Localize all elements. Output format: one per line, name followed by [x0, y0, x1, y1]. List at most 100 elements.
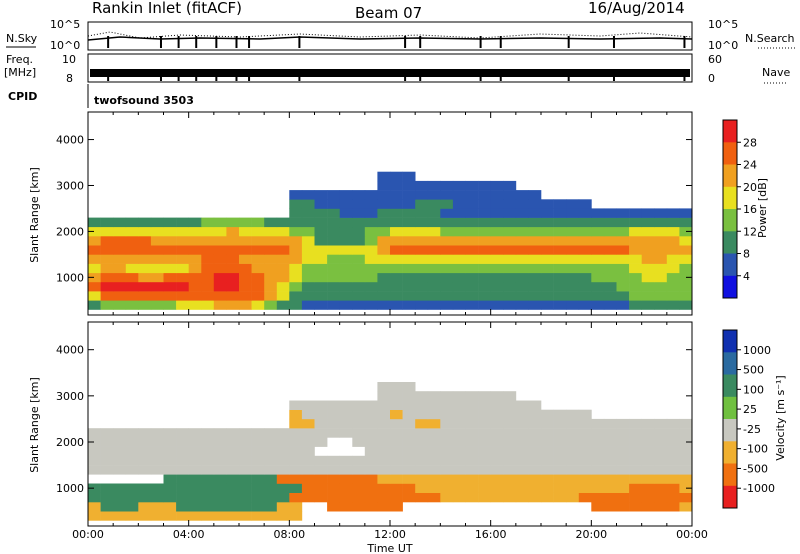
heatmap-cell — [465, 236, 479, 246]
y-tick-label: 4000 — [56, 344, 84, 357]
y-tick-label: 3000 — [56, 179, 84, 192]
heatmap-cell — [314, 300, 328, 310]
heatmap-cell — [616, 236, 630, 246]
heatmap-cell — [478, 281, 491, 292]
heatmap-cell — [364, 502, 378, 512]
heatmap-cell — [666, 208, 680, 218]
heatmap-cell — [125, 263, 139, 274]
heatmap-cell — [629, 437, 642, 447]
heatmap-cell — [566, 418, 580, 429]
heatmap-cell — [553, 418, 567, 429]
heatmap-cell — [339, 254, 353, 264]
heatmap-cell — [427, 272, 441, 283]
heatmap-cell — [390, 502, 403, 512]
heatmap-cell — [352, 226, 366, 237]
heatmap-cell — [390, 208, 403, 218]
heatmap-cell — [239, 483, 252, 493]
heatmap-cell — [339, 245, 353, 255]
heatmap-cell — [578, 409, 592, 420]
heatmap-cell — [364, 446, 378, 457]
heatmap-cell — [113, 502, 127, 512]
y-tick-label: 1000 — [56, 271, 84, 284]
heatmap-cell — [377, 245, 391, 255]
heatmap-cell — [289, 208, 303, 218]
heatmap-cell — [364, 474, 378, 484]
nsky-tick-bottom: 10^0 — [50, 39, 80, 52]
heatmap-cell — [440, 217, 454, 228]
heatmap-cell — [679, 437, 693, 447]
heatmap-cell — [641, 208, 655, 218]
x-tick-label: 12:00 — [374, 528, 406, 541]
heatmap-cell — [566, 208, 580, 218]
heatmap-cell — [452, 199, 466, 209]
heatmap-cell — [176, 455, 189, 466]
heatmap-cell — [515, 492, 529, 503]
heatmap-cell — [603, 418, 617, 429]
heatmap-cell — [641, 217, 655, 228]
heatmap-cell — [591, 483, 605, 493]
heatmap-cell — [679, 492, 693, 503]
heatmap-cell — [251, 226, 265, 237]
heatmap-cell — [427, 245, 441, 255]
heatmap-cell — [150, 291, 164, 301]
heatmap-cell — [125, 226, 139, 237]
heatmap-cell — [88, 455, 101, 466]
heatmap-cell — [541, 281, 554, 292]
heatmap-cell — [641, 291, 655, 301]
heatmap-cell — [364, 272, 378, 283]
heatmap-cell — [138, 272, 152, 283]
heatmap-cell — [364, 465, 378, 475]
heatmap-cell — [666, 418, 680, 429]
heatmap-cell — [452, 437, 466, 447]
heatmap-cell — [427, 428, 441, 438]
heatmap-cell — [629, 455, 642, 466]
heatmap-cell — [415, 455, 429, 466]
heatmap-cell — [541, 300, 554, 310]
heatmap-cell — [591, 418, 605, 429]
heatmap-cell — [452, 446, 466, 457]
heatmap-cell — [327, 272, 340, 283]
heatmap-cell — [163, 263, 177, 274]
heatmap-cell — [478, 254, 491, 264]
heatmap-cell — [427, 455, 441, 466]
heatmap-cell — [515, 418, 529, 429]
heatmap-cell — [591, 300, 605, 310]
heatmap-cell — [452, 300, 466, 310]
heatmap-cell — [239, 281, 252, 292]
power-colorbar-swatch — [723, 209, 737, 232]
heatmap-cell — [163, 428, 177, 438]
velocity-colorbar-tick-label: 25 — [743, 403, 757, 416]
heatmap-cell — [264, 236, 278, 246]
heatmap-cell — [390, 245, 403, 255]
heatmap-cell — [629, 208, 642, 218]
heatmap-cell — [515, 428, 529, 438]
heatmap-cell — [364, 455, 378, 466]
heatmap-cell — [566, 465, 580, 475]
heatmap-cell — [490, 180, 504, 191]
heatmap-cell — [390, 226, 403, 237]
heatmap-cell — [415, 428, 429, 438]
heatmap-cell — [301, 281, 315, 292]
heatmap-cell — [465, 263, 479, 274]
heatmap-cell — [452, 455, 466, 466]
heatmap-cell — [603, 428, 617, 438]
heatmap-cell — [201, 217, 215, 228]
heatmap-cell — [515, 272, 529, 283]
heatmap-cell — [402, 382, 416, 392]
heatmap-cell — [364, 483, 378, 493]
velocity-colorbar-tick-label: 500 — [743, 364, 764, 377]
heatmap-cell — [213, 226, 227, 237]
heatmap-cell — [465, 180, 479, 191]
heatmap-cell — [364, 437, 378, 447]
heatmap-cell — [213, 428, 227, 438]
heatmap-cell — [113, 437, 127, 447]
heatmap-cell — [364, 245, 378, 255]
heatmap-cell — [654, 474, 668, 484]
heatmap-cell — [188, 428, 202, 438]
heatmap-cell — [654, 291, 668, 301]
nsky-label: N.Sky — [6, 32, 38, 45]
heatmap-cell — [289, 474, 303, 484]
heatmap-cell — [402, 418, 416, 429]
heatmap-cell — [213, 291, 227, 301]
heatmap-cell — [528, 190, 542, 200]
